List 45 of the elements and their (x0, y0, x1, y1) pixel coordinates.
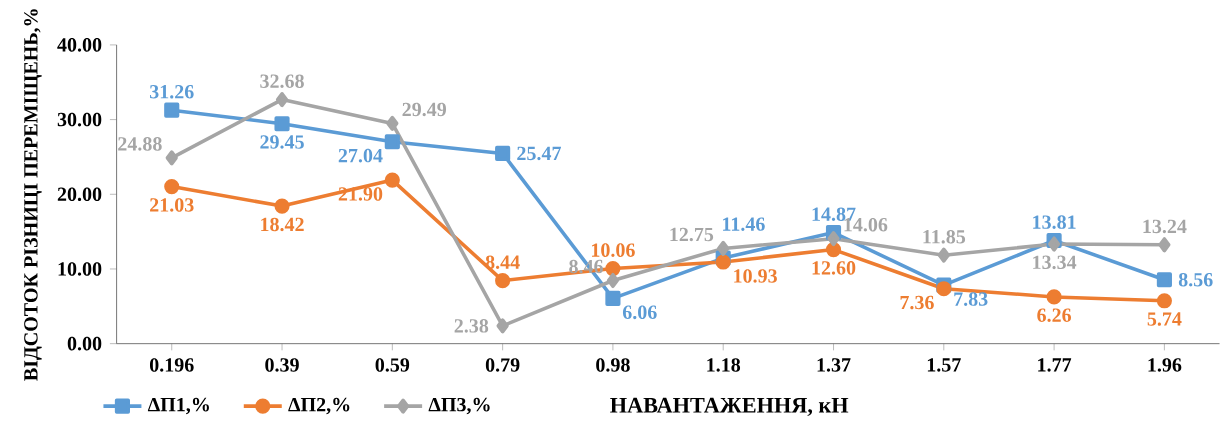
data-label: 8.56 (1178, 272, 1213, 287)
data-label: 18.42 (261, 217, 304, 232)
x-tick-label: 0.39 (265, 358, 299, 372)
x-tick-label: 0.79 (485, 358, 520, 372)
y-tick-label: 40.00 (57, 37, 102, 52)
data-label: 29.49 (402, 102, 447, 117)
data-label: 10.06 (592, 243, 635, 257)
legend-label: ΔП1,% (147, 397, 209, 415)
y-tick-label: 10.00 (58, 261, 102, 276)
x-tick-label: 1.37 (817, 358, 851, 372)
data-label: 21.03 (150, 197, 194, 212)
data-label: 10.93 (734, 268, 777, 283)
data-label: 25.47 (517, 146, 561, 161)
y-tick-label: 30.00 (57, 112, 102, 127)
data-label: 13.24 (1143, 219, 1187, 234)
data-label: 5.74 (1147, 312, 1182, 326)
legend-label: ΔП3,% (428, 397, 490, 415)
data-label: 32.68 (260, 74, 304, 88)
data-label: 7.83 (954, 292, 988, 306)
x-tick-label: 1.57 (927, 358, 961, 372)
data-label: 24.88 (118, 136, 162, 151)
data-label: 6.26 (1037, 308, 1072, 322)
x-axis-title: НАВАНТАЖЕННЯ, кН (610, 397, 849, 416)
data-label: 2.38 (454, 318, 489, 333)
x-tick-label: 1.77 (1038, 358, 1072, 372)
x-tick-label: 1.96 (1148, 358, 1182, 372)
data-label: 29.45 (260, 135, 304, 149)
data-label: 12.75 (670, 227, 714, 242)
x-tick-label: 0.196 (149, 358, 194, 372)
data-label: 12.60 (812, 260, 856, 275)
legend-label: ΔП2,% (288, 397, 350, 415)
y-tick-label: 20.00 (57, 187, 102, 201)
data-label: 31.26 (149, 84, 194, 99)
data-label: 13.34 (1033, 255, 1077, 269)
y-axis-title: ВІДСОТОК РІЗНИЦІ ПЕРЕМІЩЕНЬ,% (24, 9, 42, 381)
x-tick-label: 0.59 (375, 358, 410, 372)
data-label: 11.85 (923, 229, 966, 244)
data-label: 6.06 (622, 305, 657, 319)
x-tick-label: 1.18 (707, 358, 741, 372)
x-tick-label: 0.98 (596, 358, 630, 372)
y-tick-label: 0.00 (67, 336, 102, 351)
data-label: 13.81 (1033, 215, 1076, 229)
data-label: 27.04 (338, 148, 383, 163)
data-label: 7.36 (900, 295, 934, 310)
data-label: 11.46 (723, 217, 765, 231)
